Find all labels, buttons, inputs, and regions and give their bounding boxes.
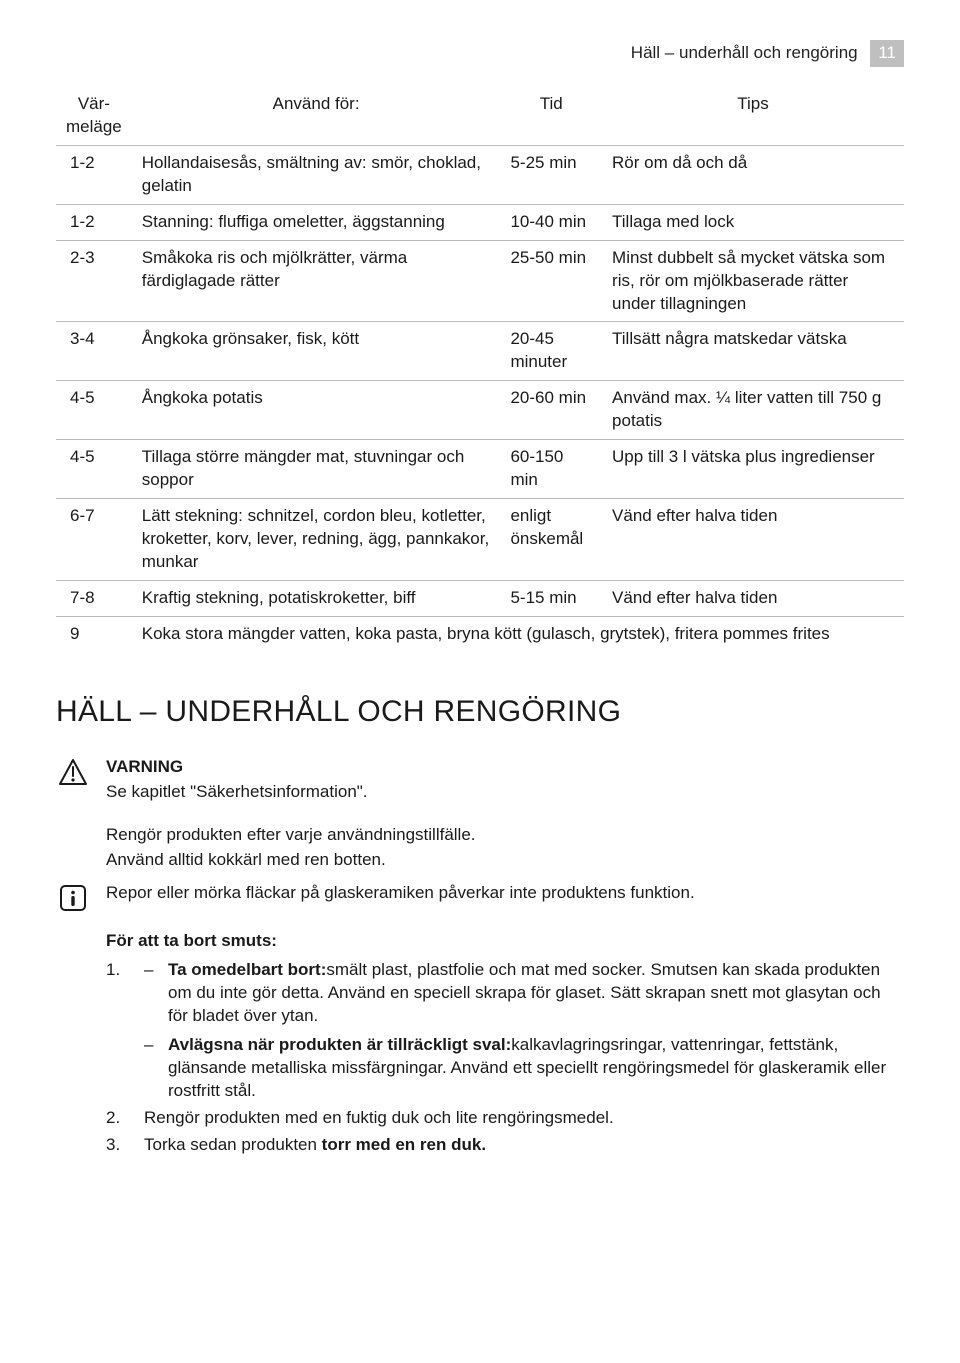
info-icon [56,882,90,912]
info-text: Repor eller mörka fläckar på glaskeramik… [106,882,904,905]
steps-list: 1. – Ta omedelbart bort:smält plast, pla… [106,959,904,1157]
step-3: 3. Torka sedan produkten torr med en ren… [106,1134,904,1157]
cell-tips: Vänd efter halva tiden [602,499,904,581]
warning-icon [56,756,90,786]
cell-tips: Använd max. ¼ liter vatten till 750 g po… [602,381,904,440]
remove-dirt-heading: För att ta bort smuts: [106,930,904,953]
step-number: 3. [106,1134,134,1157]
cell-heat: 3-4 [56,322,132,381]
cell-heat: 7-8 [56,580,132,616]
step-2: 2. Rengör produkten med en fuktig duk oc… [106,1107,904,1130]
table-row: 2-3 Småkoka ris och mjölkrätter, värma f… [56,240,904,322]
cell-tips: Upp till 3 l vätska plus ingredienser [602,440,904,499]
header-page-number: 11 [870,40,904,67]
cell-time: 10-40 min [500,204,602,240]
cell-use: Lätt stekning: schnitzel, cordon bleu, k… [132,499,501,581]
cell-time: 25-50 min [500,240,602,322]
cell-heat: 6-7 [56,499,132,581]
bullet-dash: – [144,959,156,1028]
cell-heat: 2-3 [56,240,132,322]
bullet-dash: – [144,1034,156,1103]
col-time-header: Tid [500,87,602,145]
step-1b-text: Avlägsna när produkten är tillräckligt s… [168,1034,904,1103]
cell-use: Kraftig stekning, potatiskroketter, biff [132,580,501,616]
cell-time: 5-15 min [500,580,602,616]
step-number: 1. [106,959,134,1103]
table-row: 9 Koka stora mängder vatten, koka pasta,… [56,616,904,651]
step-2-text: Rengör produkten med en fuktig duk och l… [144,1107,904,1130]
step-3-bold: torr med en ren duk. [322,1135,486,1154]
info-block: Repor eller mörka fläckar på glaskeramik… [56,882,904,912]
table-row: 4-5 Tillaga större mängder mat, stuvning… [56,440,904,499]
clean-after-text: Rengör produkten efter varje användnings… [106,824,904,847]
step-1: 1. – Ta omedelbart bort:smält plast, pla… [106,959,904,1103]
cell-use: Stanning: fluffiga omeletter, äggstannin… [132,204,501,240]
cell-use: Småkoka ris och mjölkrätter, värma färdi… [132,240,501,322]
table-row: 3-4 Ångkoka grönsaker, fisk, kött 20-45 … [56,322,904,381]
cell-heat: 1-2 [56,145,132,204]
cell-span: Koka stora mängder vatten, koka pasta, b… [132,616,904,651]
col-tips-header: Tips [602,87,904,145]
cell-time: enligt önskemål [500,499,602,581]
cell-tips: Rör om då och då [602,145,904,204]
cell-tips: Vänd efter halva tiden [602,580,904,616]
cell-time: 60-150 min [500,440,602,499]
step-1a-text: Ta omedelbart bort:smält plast, plastfol… [168,959,904,1028]
header-title: Häll – underhåll och rengöring [631,43,858,62]
section-heading: HÄLL – UNDERHÅLL OCH RENGÖRING [56,692,904,733]
cell-heat: 1-2 [56,204,132,240]
col-heat-header: Vär- meläge [56,87,132,145]
cell-time: 20-45 minuter [500,322,602,381]
table-row: 7-8 Kraftig stekning, potatiskroketter, … [56,580,904,616]
step-1a-bold: Ta omedelbart bort: [168,960,326,979]
warning-block: VARNING Se kapitlet "Säkerhetsinformatio… [56,756,904,810]
table-row: 1-2 Stanning: fluffiga omeletter, äggsta… [56,204,904,240]
warning-text: Se kapitlet "Säkerhetsinformation". [106,781,904,804]
clean-bottom-text: Använd alltid kokkärl med ren botten. [106,849,904,872]
cell-use: Hollandaisesås, smältning av: smör, chok… [132,145,501,204]
step-3-pre: Torka sedan produkten [144,1135,322,1154]
table-row: 1-2 Hollandaisesås, smältning av: smör, … [56,145,904,204]
cell-time: 5-25 min [500,145,602,204]
table-header-row: Vär- meläge Använd för: Tid Tips [56,87,904,145]
cell-heat: 9 [56,616,132,651]
cell-tips: Minst dubbelt så mycket vätska som ris, … [602,240,904,322]
cell-heat: 4-5 [56,381,132,440]
cell-use: Tillaga större mängder mat, stuvningar o… [132,440,501,499]
table-row: 4-5 Ångkoka potatis 20-60 min Använd max… [56,381,904,440]
step-3-text: Torka sedan produkten torr med en ren du… [144,1134,904,1157]
page-header: Häll – underhåll och rengöring 11 [56,40,904,67]
col-use-header: Använd för: [132,87,501,145]
step-number: 2. [106,1107,134,1130]
cooking-table: Vär- meläge Använd för: Tid Tips 1-2 Hol… [56,87,904,652]
table-row: 6-7 Lätt stekning: schnitzel, cordon ble… [56,499,904,581]
cell-use: Ångkoka potatis [132,381,501,440]
cell-use: Ångkoka grönsaker, fisk, kött [132,322,501,381]
cell-tips: Tillsätt några matskedar vätska [602,322,904,381]
cell-tips: Tillaga med lock [602,204,904,240]
warning-title: VARNING [106,756,904,779]
cell-time: 20-60 min [500,381,602,440]
step-1b-bold: Avlägsna när produkten är tillräckligt s… [168,1035,511,1054]
cell-heat: 4-5 [56,440,132,499]
